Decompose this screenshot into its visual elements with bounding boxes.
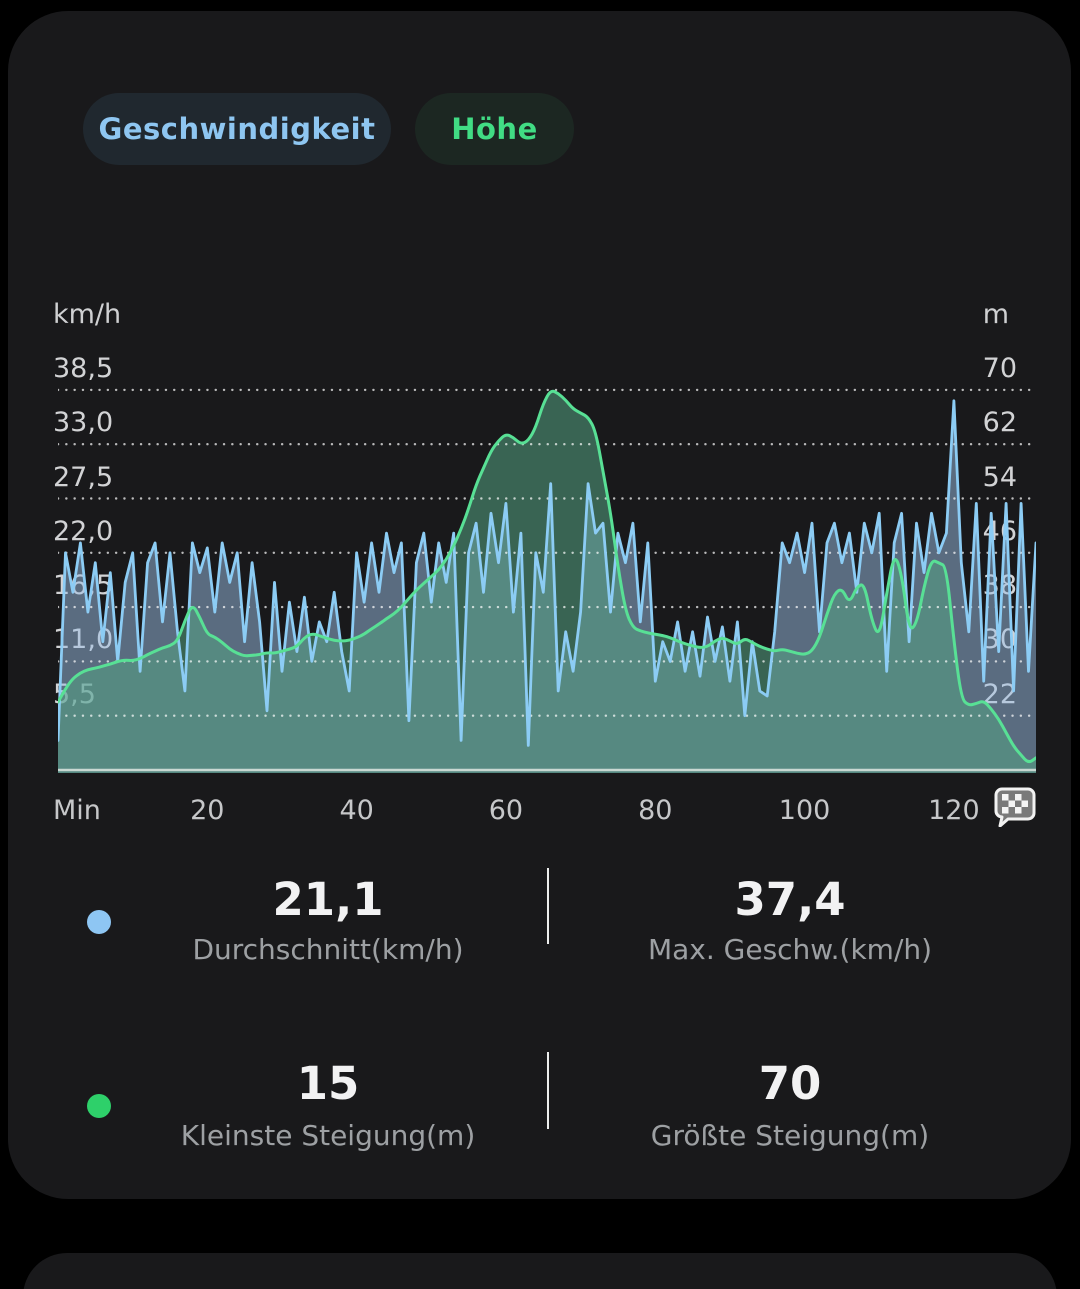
min-elevation-label: Kleinste Steigung(m) [180, 1119, 476, 1152]
tab-geschwindigkeit[interactable]: Geschwindigkeit [83, 93, 391, 165]
elevation-legend-dot [87, 1094, 111, 1118]
stats-divider-bottom [547, 1052, 549, 1129]
next-card-peek [23, 1253, 1057, 1289]
left-axis-tick: 38,5 [53, 352, 114, 384]
avg-speed-label: Durchschnitt(km/h) [192, 933, 464, 966]
x-axis-tick: 60 [488, 795, 524, 826]
tab-hoehe[interactable]: Höhe [415, 93, 574, 165]
right-axis-tick: 70 [982, 352, 1017, 384]
x-axis-tick: 80 [638, 795, 673, 826]
x-axis-tick: 20 [190, 795, 225, 826]
stats-divider-top [547, 868, 549, 944]
avg-speed-value: 21,1 [272, 873, 384, 926]
activity-chart-card: Geschwindigkeit Höhe km/h m 38,5 33,0 27,5… [8, 11, 1071, 1199]
left-axis-tick: 27,5 [53, 461, 114, 493]
speed-legend-dot [87, 910, 111, 934]
right-axis-unit: m [982, 299, 1009, 330]
max-elevation-label: Größte Steigung(m) [650, 1119, 930, 1152]
max-speed-value: 37,4 [734, 873, 846, 926]
x-axis-tick: 40 [339, 795, 374, 826]
right-axis-tick: 54 [982, 461, 1017, 493]
left-axis-tick: 22,0 [53, 515, 114, 547]
x-axis-unit: Min [53, 795, 101, 826]
left-axis-unit: km/h [53, 299, 122, 330]
max-elevation-value: 70 [758, 1057, 822, 1110]
chart-plot[interactable] [58, 351, 1036, 773]
right-axis-tick: 46 [982, 515, 1017, 547]
left-axis-tick: 33,0 [53, 407, 114, 439]
x-axis-tick: 100 [778, 795, 831, 826]
x-axis-tick: 120 [928, 795, 980, 826]
finish-flag-icon [994, 787, 1036, 827]
min-elevation-value: 15 [296, 1057, 360, 1110]
right-axis-tick: 62 [982, 407, 1017, 439]
max-speed-label: Max. Geschw.(km/h) [647, 933, 933, 966]
